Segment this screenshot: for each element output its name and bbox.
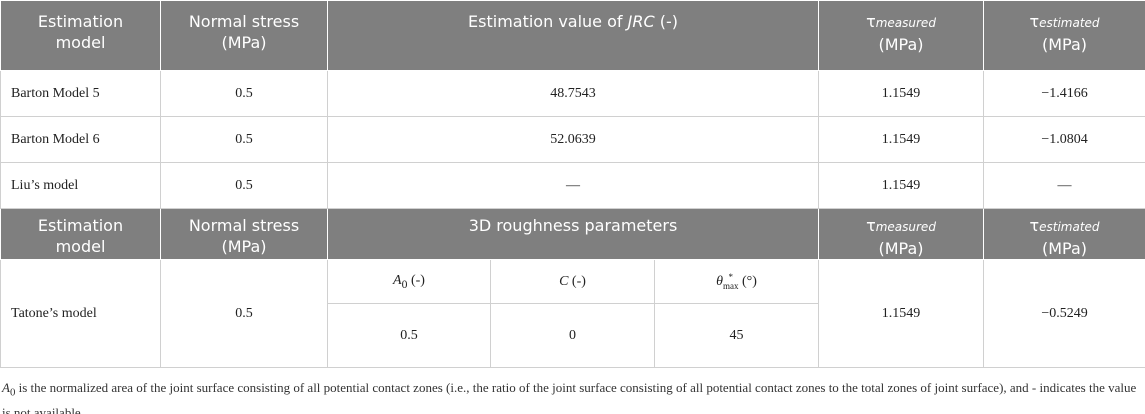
header-row: Estimation model Normal stress (MPa) 3D ro… [0,208,1145,260]
cell: A0 (-) [327,259,491,304]
cell: 48.7543 [326,70,820,117]
text: A [2,380,10,395]
header-text: (MPa) [1042,35,1088,54]
header-text: τ [866,12,876,31]
header-cell: τmeasured (MPa) [818,0,985,71]
header-cell: Normal stress (MPa) [160,0,328,71]
header-text: (-) [654,12,678,31]
cell: C (-) [490,259,655,304]
header-cell: τestimated (MPa) [983,0,1145,71]
header-row: Estimation model Normal stress (MPa) Estim… [0,0,1145,71]
cell: — [983,162,1145,209]
header-text: Estimation value of [468,12,628,31]
cell: Barton Model 5 [0,70,161,117]
text: max [722,280,739,291]
text: A [393,272,402,288]
header-text: Estimation [37,12,124,31]
cell: 1.1549 [818,116,985,163]
cell: −0.5249 [983,259,1145,368]
header-cell: Estimation model [0,208,161,260]
row: Tatone’s model 0.5 A0 (-) C (-) θ * max (°… [0,259,1145,368]
text: (-) [568,273,586,289]
cell: — [326,162,820,209]
text: (-) [407,272,425,288]
text: * [728,271,733,282]
cell: Liu’s model [0,162,161,209]
cell: 52.0639 [326,116,820,163]
cell: 0.5 [160,259,328,368]
header-text: model [55,33,106,52]
header-cell: 3D roughness parameters [326,208,820,260]
header-text: (MPa) [878,35,924,54]
header-text: (MPa) [1042,239,1088,258]
cell: Tatone’s model [0,259,161,368]
header-text: (MPa) [221,237,267,256]
cell: 0 [490,303,655,368]
header-text: estimated [1039,16,1100,30]
text: C [559,273,569,289]
cell: 1.1549 [818,70,985,117]
header-text: Normal stress [188,216,300,235]
cell: 1.1549 [818,259,985,368]
header-text: τ [1029,12,1040,31]
cell: 0.5 [160,70,328,117]
header-cell: Normal stress (MPa) [160,208,328,260]
header-text: τ [1029,216,1040,235]
cell: 0.5 [160,116,328,163]
header-text: measured [875,220,936,234]
header-text: measured [875,16,936,30]
header-cell: Estimation value of JRC (-) [326,0,820,71]
header-text: Estimation [37,216,124,235]
text: is the normalized area of the joint surf… [2,380,1137,414]
row: Barton Model 6 0.5 52.0639 1.1549 −1.0804 [0,116,1145,163]
cell: 45 [653,303,820,368]
cell: 0.5 [327,303,491,368]
text: 0 [401,277,408,291]
row: Barton Model 5 0.5 48.7543 1.1549 −1.4166 [0,70,1145,117]
text: (°) [738,273,757,289]
header-text: τ [866,216,876,235]
header-cell: τmeasured (MPa) [818,208,985,260]
header-text: Normal stress [188,12,300,31]
header-text: JRC [627,12,655,31]
cell: 0.5 [160,162,328,209]
cell: θ * max (°) [653,259,820,304]
cell: 1.1549 [818,162,985,209]
header-text: (MPa) [221,33,267,52]
header-text: model [55,237,106,256]
row: 0.5 0 45 [1,303,1145,368]
cell: −1.4166 [983,70,1145,117]
footnote: A0 is the normalized area of the joint s… [2,378,1145,414]
header-cell: Estimation model [0,0,161,71]
header-text: estimated [1039,220,1100,234]
data-table: Estimation model Normal stress (MPa) Estim… [0,0,1145,368]
text: θ [716,273,723,289]
row: Liu’s model 0.5—1.1549— [0,162,1145,209]
header-cell: τestimated (MPa) [983,208,1145,260]
text: 0 [9,386,16,399]
cell: Barton Model 6 [0,116,161,163]
cell: −1.0804 [983,116,1145,163]
header-text: (MPa) [878,239,924,258]
